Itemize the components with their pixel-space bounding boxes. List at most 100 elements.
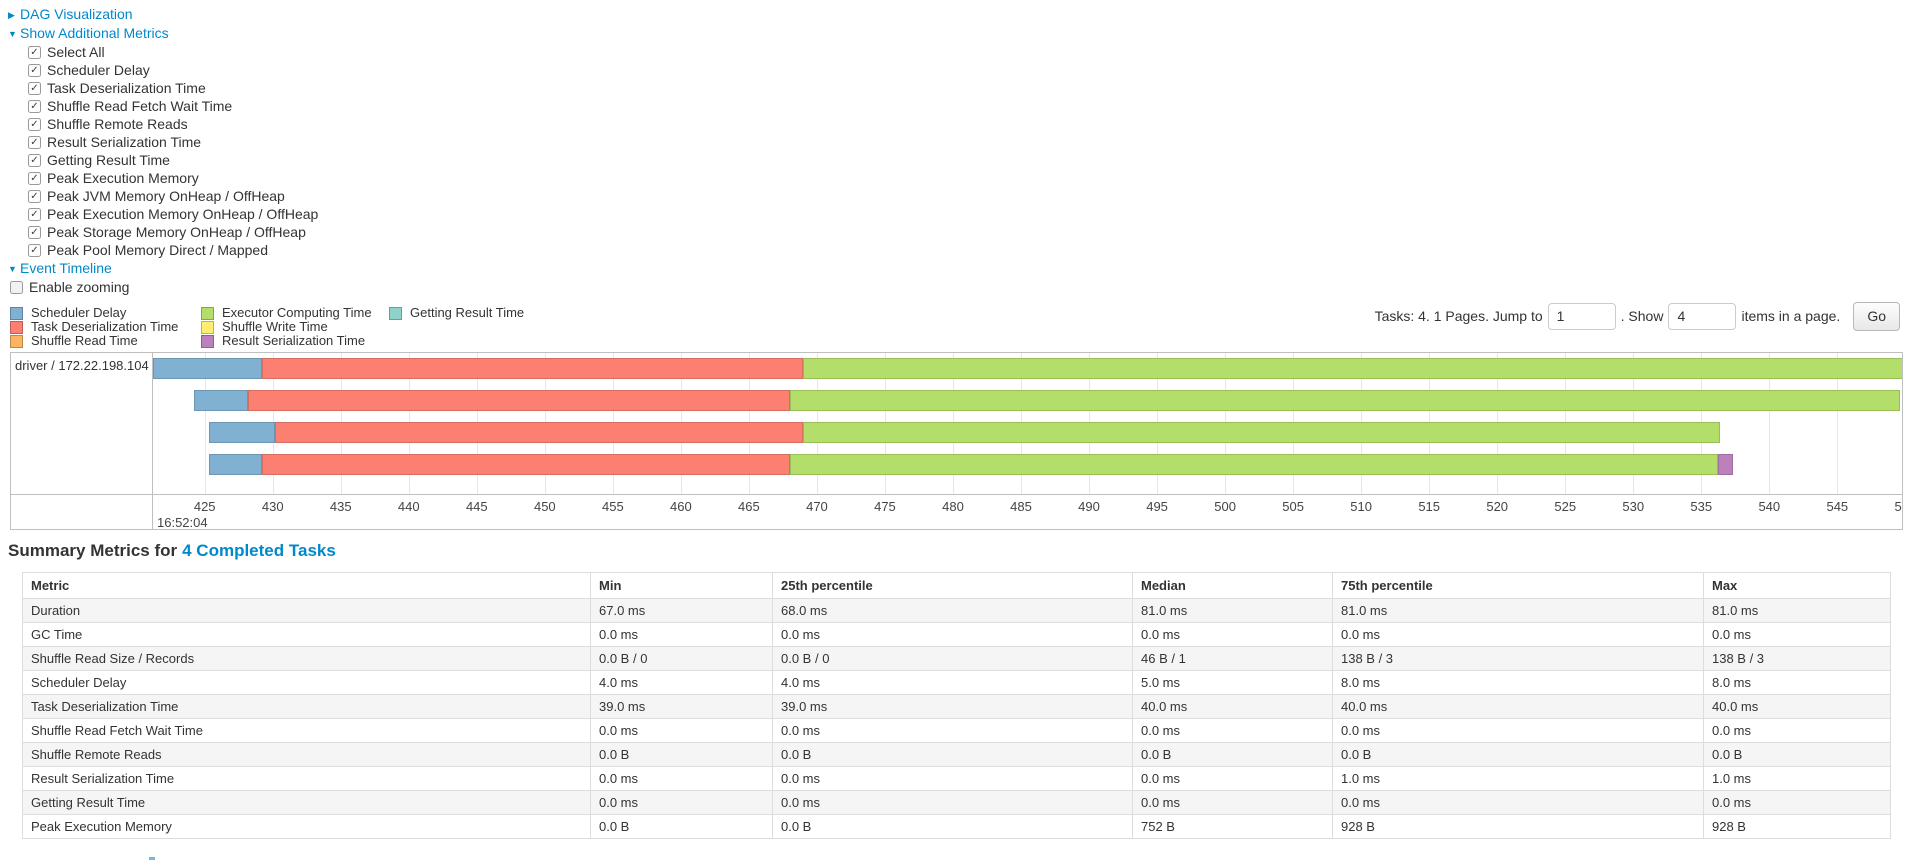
metric-value-cell: 0.0 ms [1332,718,1704,743]
task-bar-segment-scheduler_delay [208,454,262,475]
metric-value-cell: 0.0 ms [1332,622,1704,647]
column-header: Median [1132,572,1333,599]
tasks-count-text: Tasks: 4. 1 Pages. Jump to [1374,308,1543,324]
metric-checkbox-row: ✓ Peak Execution Memory [8,169,318,187]
x-axis-tick-label: 455 [601,499,624,514]
metric-value-cell: 0.0 B [1132,742,1333,767]
task-bar-segment-task_deserialization [248,390,790,411]
legend-item: Shuffle Read Time [10,334,187,348]
x-axis-tick-label: 465 [738,499,760,514]
metric-checkbox[interactable]: ✓ [28,189,41,203]
x-axis-tick-label: 435 [329,499,352,514]
clipped-element-fragment [149,857,155,860]
task-bar-segment-result_serialization [1717,454,1733,475]
metric-checkbox[interactable]: ✓ [28,81,41,95]
metric-value-cell: 0.0 ms [1132,718,1333,743]
x-axis-tick-label: 515 [1418,499,1441,514]
metric-name-cell: Task Deserialization Time [22,694,591,719]
metric-name-cell: Shuffle Read Fetch Wait Time [22,718,591,743]
task-bar-segment-task_deserialization [261,454,790,475]
legend-label: Shuffle Write Time [222,319,328,334]
metric-checkbox[interactable]: ✓ [28,99,41,113]
x-axis-tick-label: 430 [261,499,284,514]
timeline-group-column: driver / 172.22.198.104 [11,353,153,529]
metric-value-cell: 138 B / 3 [1332,646,1704,671]
column-header: Metric [22,572,591,599]
metric-checkbox-label: Getting Result Time [47,152,170,168]
metric-value-cell: 0.0 ms [772,790,1133,815]
task-bar-segment-executor_computing [789,390,1900,411]
legend-column: Scheduler Delay Task Deserialization Time… [10,306,187,348]
metric-value-cell: 0.0 B [772,742,1133,767]
metric-value-cell: 0.0 ms [772,718,1133,743]
metric-checkbox-row: ✓ Scheduler Delay [8,61,318,79]
metric-value-cell: 1.0 ms [1703,766,1891,791]
expanded-arrow-icon: ▼ [8,29,17,39]
legend-column: Getting Result Time [389,306,524,348]
metric-value-cell: 0.0 ms [1703,790,1891,815]
metric-checkbox[interactable]: ✓ [28,117,41,131]
metric-checkbox[interactable]: ✓ [28,153,41,167]
x-axis-line [11,494,1902,495]
metric-checkbox-label: Select All [47,44,105,60]
metric-value-cell: 5.0 ms [1132,670,1333,695]
metric-value-cell: 4.0 ms [772,670,1133,695]
task-bar-segment-task_deserialization [261,358,804,379]
legend-item: Shuffle Write Time [201,320,375,334]
metric-value-cell: 68.0 ms [772,598,1133,623]
go-button[interactable]: Go [1853,301,1900,331]
items-per-page-input[interactable] [1668,302,1737,330]
metric-checkbox[interactable]: ✓ [28,225,41,239]
items-in-page-text: items in a page. [1741,308,1841,324]
completed-tasks-link[interactable]: 4 Completed Tasks [182,541,336,560]
gridline [1769,353,1771,494]
table-row: Getting Result Time 0.0 ms 0.0 ms 0.0 ms 0.0… [22,790,1891,815]
metric-value-cell: 40.0 ms [1332,694,1704,719]
stage-page-controls: ▶ DAG Visualization ▼ Show Additional Metr… [8,5,318,296]
jump-to-page-input[interactable] [1547,302,1616,330]
legend-item: Result Serialization Time [201,334,375,348]
metric-value-cell: 0.0 ms [590,622,773,647]
metric-checkbox[interactable]: ✓ [28,45,41,59]
metric-checkbox[interactable]: ✓ [28,63,41,77]
x-axis-tick-label: 425 [193,499,216,514]
table-row: Duration 67.0 ms 68.0 ms 81.0 ms 81.0 ms 81.0… [22,598,1891,623]
metric-value-cell: 39.0 ms [772,694,1133,719]
metric-name-cell: Shuffle Remote Reads [22,742,591,767]
metric-value-cell: 40.0 ms [1703,694,1891,719]
metric-value-cell: 0.0 ms [590,790,773,815]
legend-item: Task Deserialization Time [10,320,187,334]
metric-checkbox-row: ✓ Select All [8,43,318,61]
enable-zooming-checkbox[interactable] [10,280,23,294]
legend-swatch-icon [201,306,214,320]
metric-value-cell: 8.0 ms [1332,670,1704,695]
metric-name-cell: Shuffle Read Size / Records [22,646,591,671]
task-bar-segment-scheduler_delay [153,358,262,379]
dag-visualization-label: DAG Visualization [20,6,133,22]
metric-checkbox-label: Peak JVM Memory OnHeap / OffHeap [47,188,285,204]
x-axis-tick-label: 525 [1554,499,1577,514]
show-additional-metrics-toggle[interactable]: ▼ Show Additional Metrics [8,24,318,43]
dag-visualization-toggle[interactable]: ▶ DAG Visualization [8,5,318,24]
metric-checkbox[interactable]: ✓ [28,135,41,149]
gridline [204,353,206,494]
timeline-legend: Scheduler Delay Task Deserialization Time… [10,306,538,348]
metric-value-cell: 46 B / 1 [1132,646,1333,671]
metric-value-cell: 0.0 ms [1132,790,1333,815]
table-row: Shuffle Read Size / Records 0.0 B / 0 0.0 … [22,646,1891,671]
metric-name-cell: GC Time [22,622,591,647]
task-bar-segment-executor_computing [803,358,1902,379]
metric-checkbox[interactable]: ✓ [28,171,41,185]
metric-checkbox[interactable]: ✓ [28,243,41,257]
x-axis-tick-label: 480 [942,499,964,514]
x-axis-tick-label: 500 [1214,499,1236,514]
metric-checkbox[interactable]: ✓ [28,207,41,221]
legend-item: Getting Result Time [389,306,524,320]
metric-value-cell: 0.0 ms [1332,790,1704,815]
x-axis-tick-label: 520 [1486,499,1509,514]
table-row: Task Deserialization Time 39.0 ms 39.0 ms 4… [22,694,1891,719]
x-axis-tick-label: 495 [1146,499,1168,514]
task-bar-segment-scheduler_delay [193,390,249,411]
metric-checkbox-row: ✓ Shuffle Read Fetch Wait Time [8,97,318,115]
event-timeline-toggle[interactable]: ▼ Event Timeline [8,259,318,278]
